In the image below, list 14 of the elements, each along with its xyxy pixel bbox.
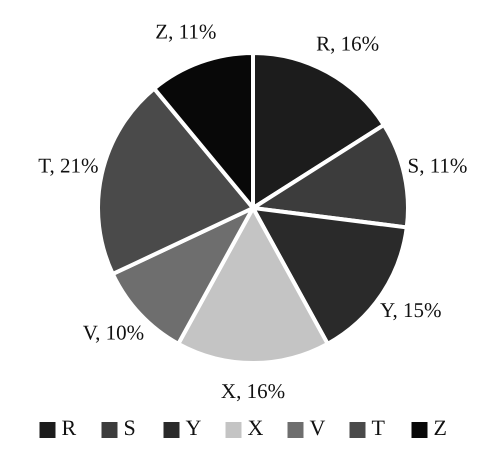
legend-label: X: [248, 415, 264, 440]
data-label: Z, 11%: [155, 20, 216, 44]
legend-label: V: [310, 415, 326, 440]
data-label: T, 21%: [38, 153, 98, 178]
data-label: X, 16%: [220, 378, 286, 403]
legend-label: T: [372, 415, 386, 440]
data-label: Y, 15%: [380, 298, 442, 322]
legend-label: Z: [434, 415, 447, 440]
legend-label: S: [124, 415, 136, 440]
legend-label: Y: [186, 415, 202, 440]
legend-label: R: [62, 415, 76, 440]
data-label: V, 10%: [82, 320, 144, 344]
data-label: R, 16%: [316, 32, 380, 56]
data-label: S, 11%: [408, 153, 468, 178]
